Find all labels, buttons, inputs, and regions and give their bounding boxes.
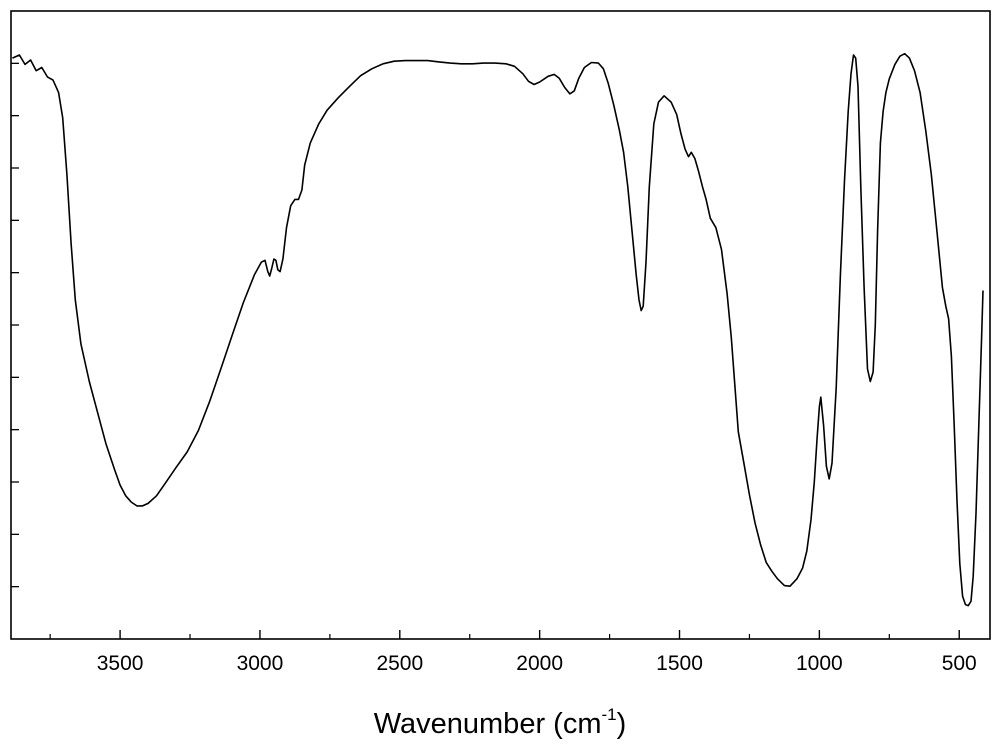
x-tick-label: 3000 — [237, 652, 284, 675]
x-axis-label-superscript: -1 — [601, 705, 616, 724]
x-axis-label: Wavenumber (cm-1) — [374, 705, 627, 740]
x-tick-label: 1000 — [796, 652, 843, 675]
x-tick-label: 500 — [942, 652, 977, 675]
x-axis-label-close: ) — [617, 708, 627, 740]
x-tick-label: 1500 — [656, 652, 703, 675]
x-axis-label-main: Wavenumber (cm — [374, 708, 602, 740]
x-tick-label: 2000 — [516, 652, 563, 675]
x-tick-label: 3500 — [97, 652, 144, 675]
x-tick-label: 2500 — [376, 652, 423, 675]
